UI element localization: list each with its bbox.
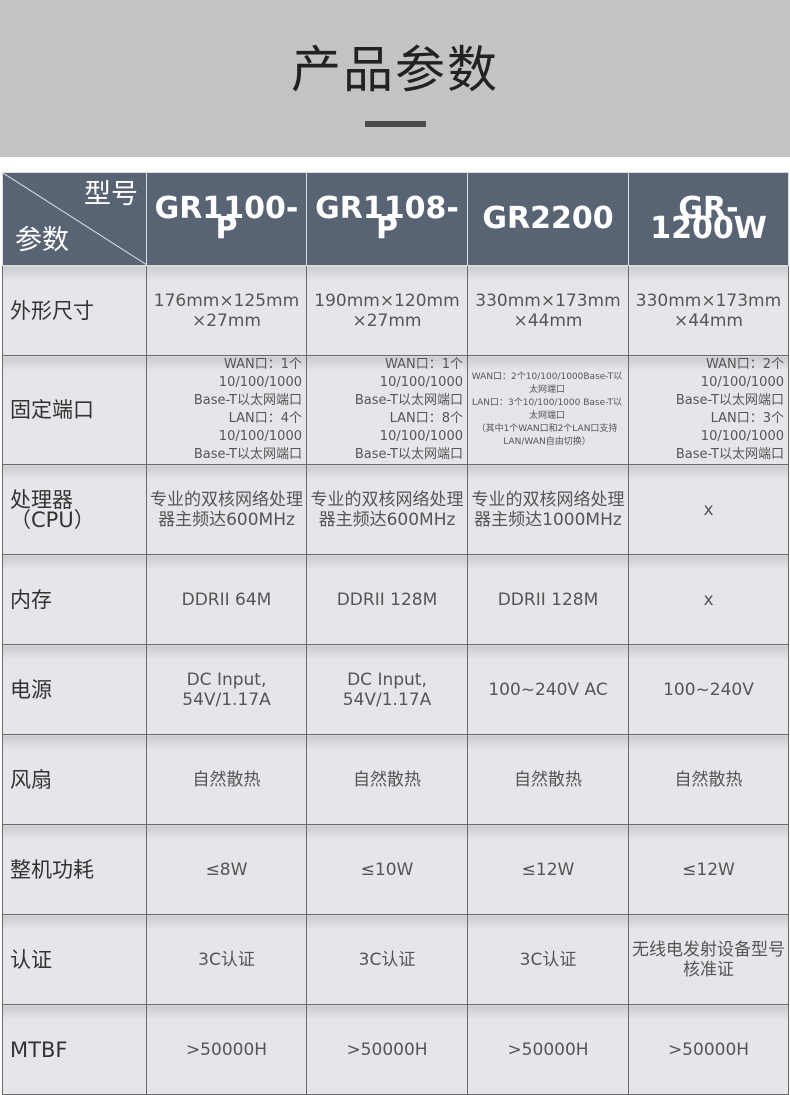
spec-cell: WAN口：1个10/100/1000 Base-T以太网端口 LAN口：8个10/1… [306,355,468,465]
port-line: Base-T以太网端口 [675,393,784,408]
corner-cell: 型号 参数 [2,172,147,266]
title-underline [365,121,426,127]
corner-param-label: 参数 [15,225,69,256]
spec-cell: 190mm×120mm ×27mm [306,265,468,356]
spec-cell: 自然散热 [467,734,629,825]
spec-cell: ≤12W [467,824,629,915]
spec-cell: WAN口：2个10/100/1000Base-T以太网端口 LAN口：3个10/1… [467,355,629,465]
header-row: 型号 参数 GR1100-P GR1108-P GR2200 GR-1200W [2,172,789,266]
spec-cell: 330mm×173mm ×44mm [628,265,789,356]
port-line: Base-T以太网端口 [354,393,463,408]
spec-table: 型号 参数 GR1100-P GR1108-P GR2200 GR-1200W … [2,172,789,1095]
table-row: 风扇 自然散热 自然散热 自然散热 自然散热 [2,734,789,825]
diagonal-line [3,173,147,265]
row-label: 外形尺寸 [2,265,147,356]
port-line: WAN口：2个10/100/1000 [700,357,784,390]
row-label: 固定端口 [2,355,147,465]
corner-model-label: 型号 [84,179,138,210]
port-line: WAN口：2个10/100/1000Base-T以 [471,372,623,382]
spec-cell: x [628,464,789,555]
spec-cell: 3C认证 [306,914,468,1005]
spec-cell: 自然散热 [628,734,789,825]
table-row: 固定端口 WAN口：1个10/100/1000 Base-T以太网端口 LAN口：4个… [2,355,789,465]
row-label: 整机功耗 [2,824,147,915]
spec-cell: 3C认证 [146,914,307,1005]
row-label: MTBF [2,1004,147,1095]
model-header: GR1108-P [306,172,468,266]
row-label: 内存 [2,554,147,645]
spec-cell: 330mm×173mm ×44mm [467,265,629,356]
spec-cell: WAN口：2个10/100/1000 Base-T以太网端口 LAN口：3个10/1… [628,355,789,465]
port-line: Base-T以太网端口 [193,393,302,408]
port-line: Base-T以太网端口 [193,447,302,462]
spec-cell: 无线电发射设备型号核准证 [628,914,789,1005]
table-row: 电源 DC Input, 54V/1.17A DC Input, 54V/1.17A… [2,644,789,735]
model-header: GR-1200W [628,172,789,266]
port-line: LAN口：3个10/100/1000 [700,411,784,444]
table-row: 整机功耗 ≤8W ≤10W ≤12W ≤12W [2,824,789,915]
port-line: 太网端口 [528,385,565,395]
spec-cell: DDRII 128M [467,554,629,645]
port-line: Base-T以太网端口 [675,447,784,462]
spec-cell: 专业的双核网络处理器主频达1000MHz [467,464,629,555]
table-row: 外形尺寸 176mm×125mm ×27mm 190mm×120mm ×27mm 33… [2,265,789,356]
spec-cell: ≤10W [306,824,468,915]
spec-cell: DDRII 64M [146,554,307,645]
row-label: 电源 [2,644,147,735]
spec-cell: 自然散热 [146,734,307,825]
spec-cell: 专业的双核网络处理器主频达600MHz [146,464,307,555]
port-line: （其中1个WAN口和2个LAN口支持 [476,424,618,434]
spec-cell: 3C认证 [467,914,629,1005]
spec-cell: ≤8W [146,824,307,915]
row-label: 认证 [2,914,147,1005]
spec-cell: >50000H [146,1004,307,1095]
spec-cell: DC Input, 54V/1.17A [306,644,468,735]
spec-cell: x [628,554,789,645]
table-row: 内存 DDRII 64M DDRII 128M DDRII 128M x [2,554,789,645]
port-line: LAN口：3个10/100/1000 Base-T以 [471,398,623,408]
spec-cell: 100~240V [628,644,789,735]
page-title: 产品参数 [291,41,499,99]
spec-cell: DDRII 128M [306,554,468,645]
port-line: LAN口：4个10/100/1000 [218,411,302,444]
model-header: GR1100-P [146,172,307,266]
spec-cell: >50000H [306,1004,468,1095]
spec-cell: 自然散热 [306,734,468,825]
model-header: GR2200 [467,172,629,266]
title-banner: 产品参数 [0,0,790,157]
table-row: MTBF >50000H >50000H >50000H >50000H [2,1004,789,1095]
spec-cell: 100~240V AC [467,644,629,735]
spec-cell: >50000H [467,1004,629,1095]
port-line: LAN口：8个10/100/1000 [379,411,463,444]
table-row: 认证 3C认证 3C认证 3C认证 无线电发射设备型号核准证 [2,914,789,1005]
port-line: 太网端口 [528,411,565,421]
spec-cell: 专业的双核网络处理器主频达600MHz [306,464,468,555]
spec-cell: 176mm×125mm ×27mm [146,265,307,356]
spec-cell: ≤12W [628,824,789,915]
row-label: 处理器（CPU） [2,464,147,555]
port-line: LAN/WAN自由切换） [503,437,591,447]
port-line: Base-T以太网端口 [354,447,463,462]
spec-cell: >50000H [628,1004,789,1095]
port-line: WAN口：1个10/100/1000 [218,357,302,390]
row-label: 风扇 [2,734,147,825]
spec-cell: WAN口：1个10/100/1000 Base-T以太网端口 LAN口：4个10/1… [146,355,307,465]
port-line: WAN口：1个10/100/1000 [379,357,463,390]
spec-cell: DC Input, 54V/1.17A [146,644,307,735]
table-row: 处理器（CPU） 专业的双核网络处理器主频达600MHz 专业的双核网络处理器主频达… [2,464,789,555]
